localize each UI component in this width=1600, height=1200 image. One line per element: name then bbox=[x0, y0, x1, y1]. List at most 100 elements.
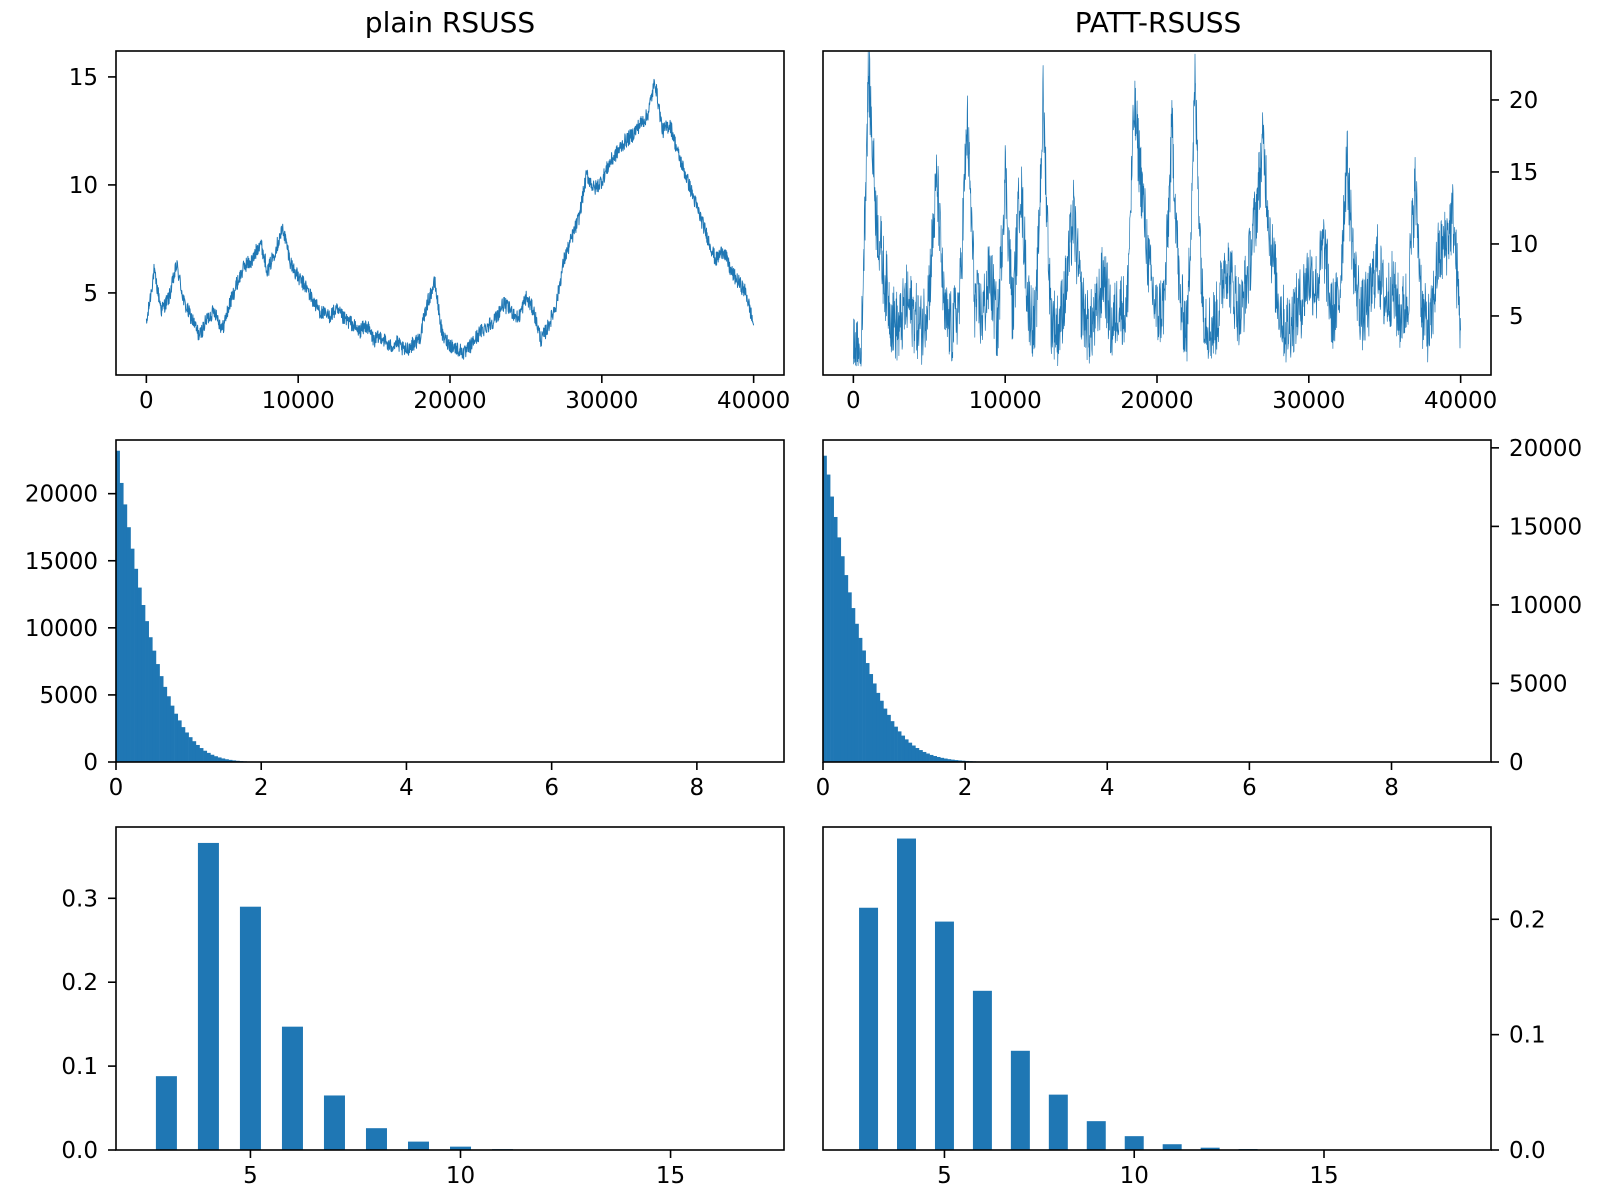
hist-bar bbox=[206, 752, 211, 762]
hist-bar bbox=[199, 748, 204, 762]
hist-bar bbox=[862, 650, 866, 762]
y-tick-label: 5 bbox=[1509, 304, 1524, 330]
y-tick-label: 0 bbox=[1509, 750, 1524, 776]
bar bbox=[450, 1146, 472, 1150]
hist-bar bbox=[894, 726, 898, 762]
axes-frame bbox=[822, 439, 1492, 763]
x-axis: 0 2 4 6 8 bbox=[109, 762, 705, 801]
hist-bar bbox=[826, 474, 831, 762]
hist-bar bbox=[126, 527, 131, 762]
hist-bar bbox=[195, 744, 200, 762]
panel-trace-plain: 0 10000 20000 30000 40000 5 10 15 bbox=[69, 50, 790, 414]
hist-bar bbox=[954, 760, 959, 762]
hist-bar bbox=[851, 608, 856, 762]
x-axis: 0 10000 20000 30000 40000 bbox=[846, 375, 1497, 414]
bar bbox=[197, 842, 219, 1150]
hist-bar bbox=[217, 757, 222, 762]
bar bbox=[365, 1128, 387, 1150]
x-tick-label: 10 bbox=[1120, 1163, 1149, 1189]
bar bbox=[281, 1026, 303, 1150]
panel-hist-plain: 0 2 4 6 8 0 5000 10000 15000 20000 bbox=[25, 439, 785, 801]
hist-bar bbox=[833, 516, 838, 762]
bar bbox=[1048, 1094, 1068, 1150]
x-tick-label: 20000 bbox=[1120, 388, 1193, 414]
panel-dist-plain: 5 10 15 0.0 0.1 0.2 0.3 bbox=[61, 826, 785, 1189]
bar bbox=[323, 1095, 345, 1150]
x-axis: 5 10 15 bbox=[937, 1150, 1339, 1189]
y-axis: 0.0 0.1 0.2 0.3 bbox=[61, 886, 116, 1164]
hist-bar bbox=[163, 686, 168, 762]
bar bbox=[1124, 1136, 1144, 1150]
bar bbox=[859, 907, 879, 1150]
x-tick-label: 30000 bbox=[565, 388, 638, 414]
axes-frame bbox=[115, 439, 785, 763]
hist-bar bbox=[145, 621, 149, 763]
hist-bar bbox=[929, 754, 934, 762]
y-axis: 0 5000 10000 15000 20000 bbox=[25, 482, 116, 776]
x-tick-label: 8 bbox=[690, 775, 705, 801]
hist-bar bbox=[137, 587, 142, 762]
bar bbox=[1010, 1050, 1030, 1150]
y-tick-label: 10 bbox=[1509, 232, 1538, 258]
hist-bar bbox=[184, 732, 189, 762]
hist-bar bbox=[170, 705, 175, 762]
axes-frame bbox=[822, 826, 1492, 1151]
hist-bar bbox=[901, 735, 906, 762]
hist-bar bbox=[854, 623, 859, 762]
x-tick-label: 0 bbox=[816, 775, 831, 801]
hist-bar bbox=[148, 637, 153, 762]
hist-bar bbox=[232, 760, 237, 762]
x-tick-label: 0 bbox=[139, 388, 154, 414]
hist-bar bbox=[890, 721, 895, 762]
y-tick-label: 0.3 bbox=[61, 886, 98, 912]
hist-bar bbox=[203, 750, 208, 762]
x-tick-label: 15 bbox=[1309, 1163, 1338, 1189]
hist-bar bbox=[152, 650, 157, 762]
hist-bar bbox=[116, 450, 120, 762]
y-tick-label: 20000 bbox=[1509, 436, 1582, 462]
hist-bar bbox=[865, 663, 870, 762]
bar bbox=[1200, 1147, 1220, 1150]
x-tick-label: 4 bbox=[399, 775, 414, 801]
bar bbox=[155, 1076, 177, 1150]
y-tick-label: 15 bbox=[69, 65, 98, 91]
hist-bar bbox=[883, 708, 888, 762]
hist-bar bbox=[130, 548, 135, 762]
bar bbox=[1162, 1144, 1182, 1150]
hist-bar bbox=[943, 758, 948, 762]
hist-bar bbox=[188, 737, 193, 762]
y-axis: 5 10 15 20 bbox=[1491, 88, 1538, 330]
x-tick-label: 10000 bbox=[969, 388, 1042, 414]
hist-bar bbox=[879, 700, 884, 762]
series-marks bbox=[823, 455, 1016, 762]
hist-bar bbox=[837, 537, 842, 762]
y-tick-label: 0.0 bbox=[1509, 1138, 1546, 1164]
hist-bar bbox=[123, 504, 128, 762]
y-tick-label: 5000 bbox=[39, 683, 98, 709]
panel-hist-patt: 0 2 4 6 8 0 5000 10000 15000 20000 bbox=[816, 436, 1582, 801]
hist-bar bbox=[214, 756, 218, 762]
hist-bar bbox=[950, 759, 955, 762]
x-tick-label: 15 bbox=[656, 1163, 685, 1189]
hist-bar bbox=[221, 758, 226, 762]
hist-bar bbox=[911, 745, 916, 762]
y-tick-label: 5 bbox=[83, 281, 98, 307]
y-axis: 0.0 0.1 0.2 bbox=[1491, 907, 1546, 1164]
x-axis: 5 10 15 bbox=[243, 1150, 685, 1189]
x-tick-label: 40000 bbox=[1424, 388, 1497, 414]
hist-bar bbox=[922, 751, 927, 762]
hist-bar bbox=[192, 741, 197, 762]
series-line bbox=[145, 78, 755, 360]
y-tick-label: 10000 bbox=[1509, 593, 1582, 619]
hist-bar bbox=[844, 575, 849, 762]
hist-bar bbox=[166, 696, 171, 762]
x-tick-label: 6 bbox=[1242, 775, 1257, 801]
x-tick-label: 6 bbox=[544, 775, 559, 801]
series-marks bbox=[853, 51, 1461, 367]
y-tick-label: 0 bbox=[83, 750, 98, 776]
hist-bar bbox=[876, 692, 881, 762]
bar bbox=[1086, 1121, 1106, 1150]
hist-bar bbox=[918, 750, 923, 762]
